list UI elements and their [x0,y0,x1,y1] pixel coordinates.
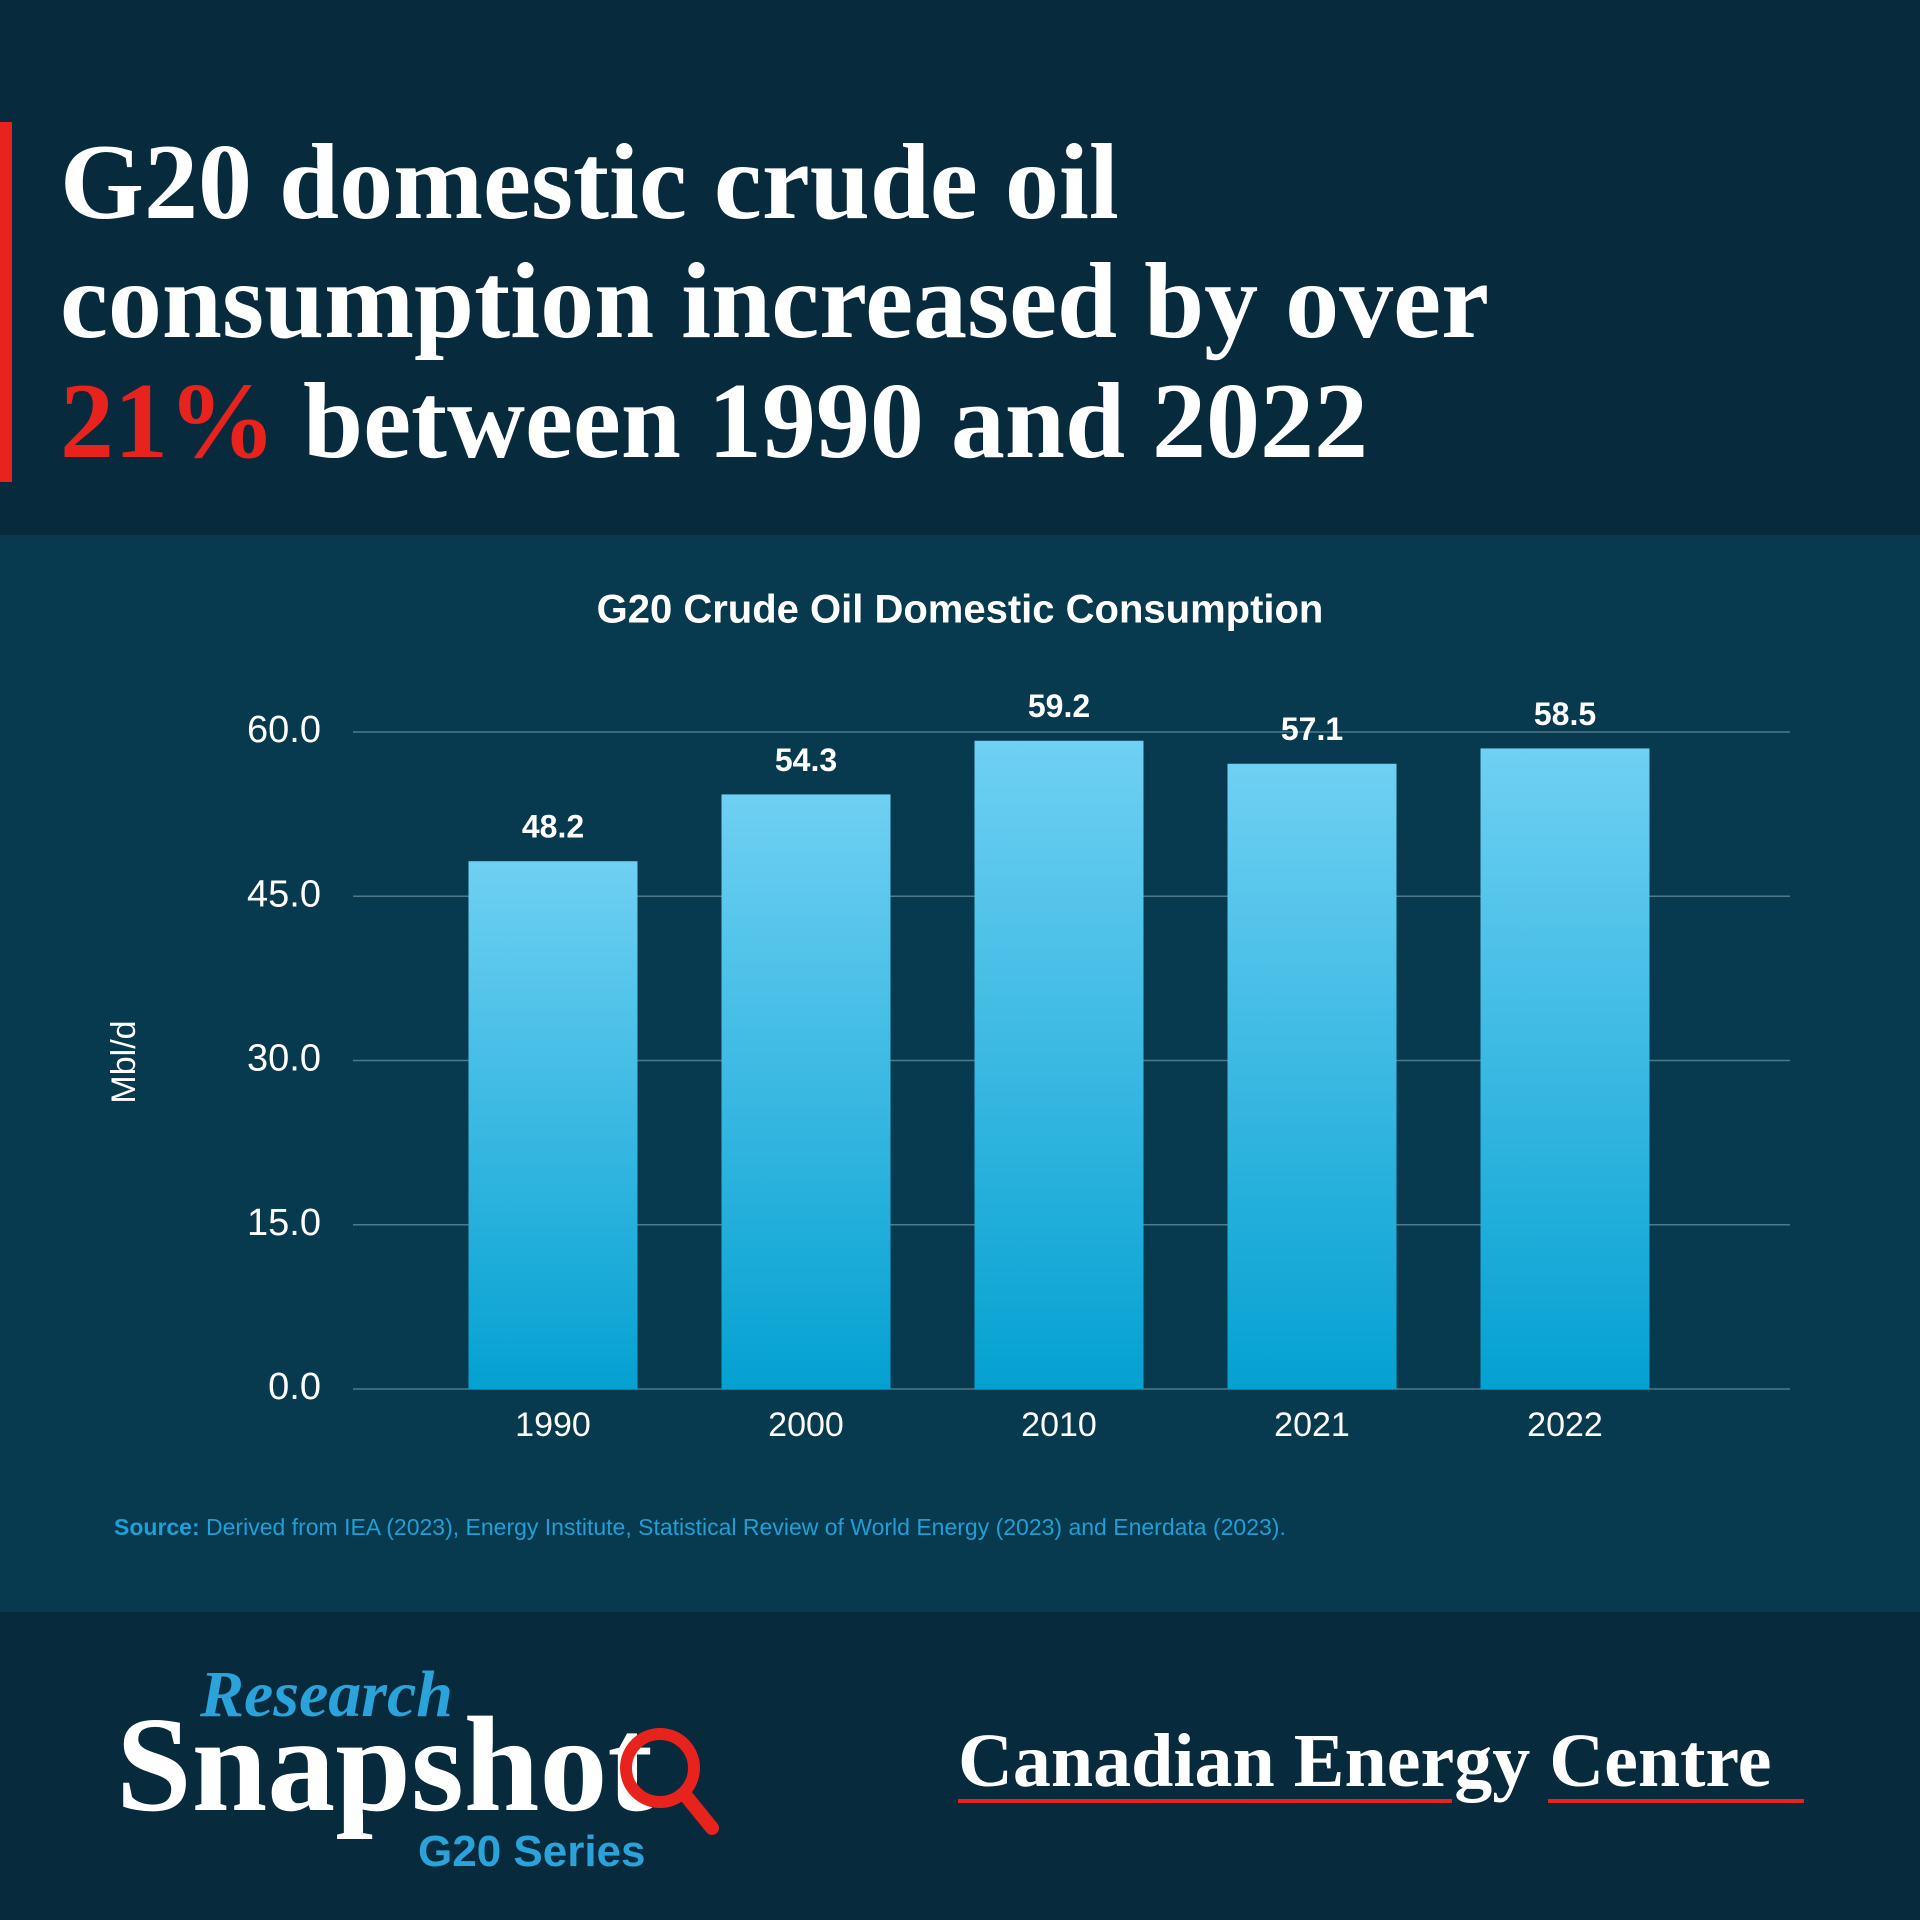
y-tick-label: 30.0 [247,1038,321,1080]
x-tick-label: 2021 [1274,1406,1350,1444]
value-label: 57.1 [1281,711,1343,747]
headline-line: 21% between 1990 and 2022 [60,362,1368,481]
x-tick-label: 2010 [1021,1406,1097,1444]
footer-bg [0,1612,1920,1920]
value-label: 48.2 [522,809,584,845]
headline-after: between 1990 and 2022 [303,362,1368,481]
plot: 0.0 15.0 30.0 45.0 60.0 48.2 1990 54.3 2000 59.2 2… [247,688,1790,1444]
bar [1480,748,1650,1389]
y-axis-label: Mbl/d [105,1020,143,1103]
bar [1227,763,1397,1389]
x-tick-label: 1990 [515,1406,591,1444]
source-label: Source: [114,1514,200,1540]
logo-snapshot: Snapshot [116,1690,653,1840]
source-note: Source: Derived from IEA (2023), Energy … [114,1514,1286,1540]
logo-series: G20 Series [418,1827,646,1876]
y-tick-label: 15.0 [247,1202,321,1244]
y-tick-label: 0.0 [268,1366,321,1408]
x-tick-label: 2000 [768,1406,844,1444]
source-text: Derived from IEA (2023), Energy Institut… [206,1514,1286,1540]
bar [721,794,891,1389]
x-tick-label: 2022 [1527,1406,1603,1444]
magnifier-handle [679,1789,719,1835]
value-label: 54.3 [775,742,837,778]
headline-line: G20 domestic crude oil [60,123,1119,242]
headline-highlight: 21% [60,362,276,481]
brand-name: Canadian Energy Centre [958,1719,1772,1803]
bar [468,861,638,1389]
accent-bar [0,122,12,482]
y-tick-label: 45.0 [247,873,321,915]
headline-line: consumption increased by over [60,242,1489,361]
bar [974,740,1144,1389]
magnifier-icon [620,1728,719,1835]
magnifier-ring [620,1728,700,1808]
value-label: 59.2 [1028,688,1090,724]
chart-title: G20 Crude Oil Domestic Consumption [597,588,1324,632]
value-label: 58.5 [1534,696,1596,732]
y-tick-label: 60.0 [247,709,321,751]
logo-research: Research [199,1658,453,1731]
header-bg [0,0,1920,535]
